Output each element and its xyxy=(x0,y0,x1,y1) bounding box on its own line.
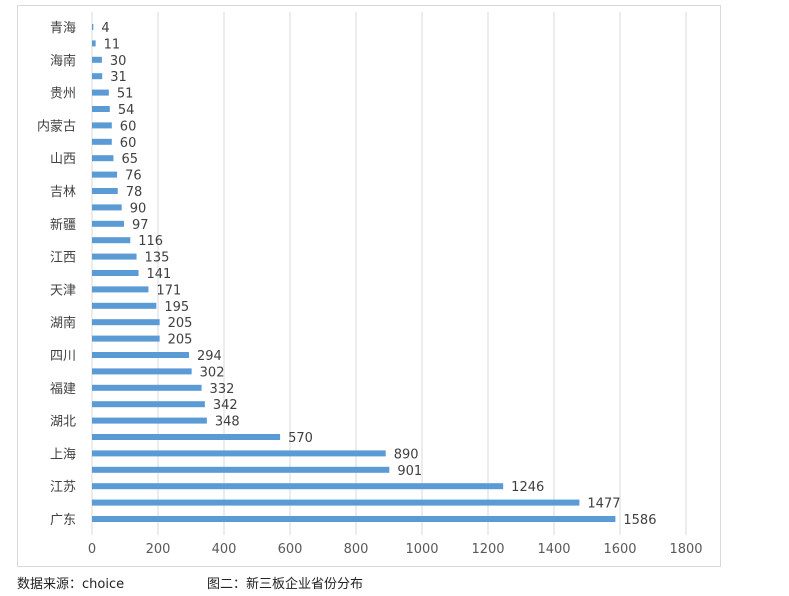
x-tick-label: 400 xyxy=(212,542,237,557)
y-tick-label: 贵州 xyxy=(50,87,76,102)
bar xyxy=(92,335,160,342)
bar xyxy=(92,450,386,457)
data-label: 54 xyxy=(118,103,135,118)
bar xyxy=(92,516,616,522)
bar xyxy=(92,56,102,63)
data-label: 342 xyxy=(213,398,238,413)
bar xyxy=(92,106,110,112)
y-tick-label: 江苏 xyxy=(50,479,76,495)
bar xyxy=(92,434,281,440)
data-label: 30 xyxy=(110,54,127,69)
y-tick-label: 广东 xyxy=(50,513,76,528)
data-label: 1246 xyxy=(511,480,544,495)
source-caption: 数据来源：choice xyxy=(17,577,125,592)
data-label: 332 xyxy=(210,382,235,397)
data-label: 570 xyxy=(288,431,313,446)
data-label: 294 xyxy=(197,349,222,364)
data-label: 1477 xyxy=(587,497,620,512)
bar xyxy=(92,89,109,96)
data-label: 1586 xyxy=(623,513,656,528)
bar xyxy=(92,270,139,276)
bar xyxy=(92,171,118,178)
bar xyxy=(92,352,190,358)
data-label: 76 xyxy=(125,169,142,184)
y-tick-label: 江西 xyxy=(50,251,76,266)
bar xyxy=(92,24,94,30)
y-tick-label: 海南 xyxy=(50,53,76,69)
bar xyxy=(92,204,122,211)
data-label: 171 xyxy=(156,283,181,298)
y-tick-label: 内蒙古 xyxy=(37,118,76,134)
bar xyxy=(92,499,580,506)
data-label: 116 xyxy=(138,234,163,249)
data-label: 890 xyxy=(394,447,419,462)
x-tick-label: 1000 xyxy=(405,542,438,557)
data-label: 97 xyxy=(132,218,149,233)
data-label: 60 xyxy=(120,136,137,151)
bar xyxy=(92,122,112,129)
bar xyxy=(92,368,192,375)
bar xyxy=(92,188,118,194)
data-label: 51 xyxy=(117,87,134,102)
y-tick-label: 吉林 xyxy=(50,185,76,200)
chart-frame xyxy=(17,5,721,567)
data-label: 90 xyxy=(130,201,147,216)
x-tick-label: 600 xyxy=(278,542,303,557)
y-tick-label: 新疆 xyxy=(50,217,76,233)
x-tick-label: 800 xyxy=(344,542,369,557)
y-tick-label: 四川 xyxy=(50,349,76,364)
data-label: 11 xyxy=(104,37,121,52)
data-label: 195 xyxy=(164,300,189,315)
data-label: 31 xyxy=(110,70,127,85)
data-label: 65 xyxy=(121,152,138,167)
x-tick-label: 200 xyxy=(146,542,171,557)
bar xyxy=(92,466,390,473)
bar xyxy=(92,155,114,162)
bar xyxy=(92,417,207,424)
data-label: 4 xyxy=(101,21,109,36)
bar xyxy=(92,302,157,309)
bar xyxy=(92,220,125,227)
bar xyxy=(92,138,112,145)
bar xyxy=(92,73,103,80)
data-label: 205 xyxy=(168,316,193,331)
x-tick-label: 0 xyxy=(88,542,96,557)
y-tick-label: 上海 xyxy=(50,447,76,462)
bar xyxy=(92,237,131,244)
bar xyxy=(92,401,205,408)
data-label: 78 xyxy=(126,185,143,200)
y-tick-label: 湖北 xyxy=(50,415,76,430)
bar xyxy=(92,384,202,391)
data-label: 901 xyxy=(397,464,422,479)
x-tick-label: 1200 xyxy=(471,542,504,557)
y-tick-label: 福建 xyxy=(50,382,76,397)
x-tick-label: 1600 xyxy=(603,542,636,557)
bar xyxy=(92,40,96,47)
bar xyxy=(92,483,504,490)
bar xyxy=(92,253,137,260)
x-tick-label: 1400 xyxy=(537,542,570,557)
y-tick-label: 青海 xyxy=(50,21,76,36)
y-tick-label: 天津 xyxy=(50,283,76,298)
y-tick-label: 山西 xyxy=(50,152,76,167)
bar xyxy=(92,319,160,326)
data-label: 302 xyxy=(200,365,225,380)
data-label: 135 xyxy=(145,251,170,266)
x-tick-label: 1800 xyxy=(669,542,702,557)
figure-title: 图二：新三板企业省份分布 xyxy=(207,577,364,592)
y-tick-label: 湖南 xyxy=(50,315,76,331)
data-label: 141 xyxy=(147,267,172,282)
data-label: 348 xyxy=(215,415,240,430)
data-label: 205 xyxy=(168,333,193,348)
data-label: 60 xyxy=(120,119,137,134)
bar xyxy=(92,286,149,293)
